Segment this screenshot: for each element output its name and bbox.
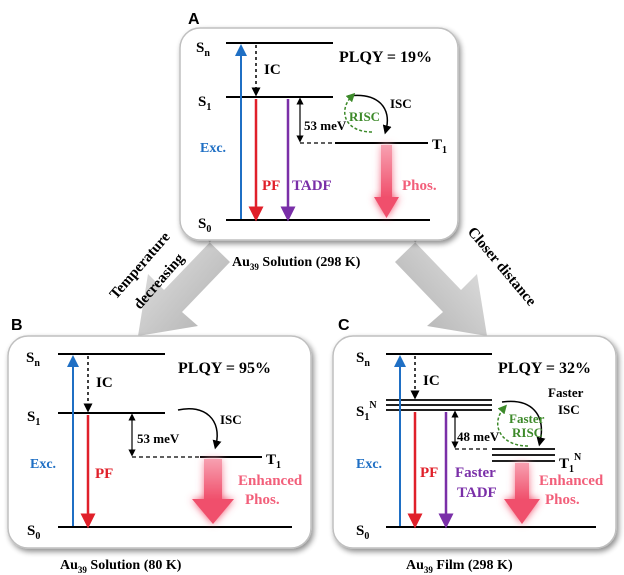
panel-c-plqy: PLQY = 32% (498, 360, 591, 377)
panel-c-gap-label: 48 meV (457, 429, 500, 444)
panel-a: A Sn S1 S0 T1 PLQY = 19% Exc. IC PF TADF… (179, 11, 459, 272)
panel-a-phos-label: Phos. (402, 178, 437, 194)
panel-b-phos-label-line1: Enhanced (238, 473, 303, 489)
panel-a-s0-label: S0 (198, 216, 211, 235)
temperature-decreasing-arrow (138, 228, 230, 336)
panel-a-isc-arrow (347, 94, 392, 135)
panel-c-letter: C (338, 317, 350, 334)
panel-c-pf-label: PF (420, 465, 438, 481)
panel-a-pf-label: PF (262, 178, 280, 194)
panel-a-sn-label: Sn (196, 40, 210, 59)
closer-distance-arrow (395, 228, 487, 336)
panel-c-phos-label-line2: Phos. (545, 492, 580, 508)
panel-b-ic-label: IC (96, 375, 113, 391)
panel-a-letter: A (188, 11, 200, 28)
panel-c-isc-label-line1: Faster (548, 385, 584, 400)
panel-c-box (332, 335, 617, 549)
panel-a-gap-label: 53 meV (304, 118, 347, 133)
panel-b-pf-label: PF (95, 466, 113, 482)
panel-c-isc-arrow (501, 400, 546, 447)
panel-b-caption: Au39 Solution (80 K) (60, 558, 182, 575)
panel-b-isc-arrow (177, 408, 222, 450)
panel-b-t1-label: T1 (266, 452, 281, 471)
panel-b-s0-label: S0 (27, 523, 40, 542)
panel-b: B Sn S1 S0 T1 PLQY = 95% Exc. IC PF 53 m… (7, 317, 312, 575)
panel-c-exc-label: Exc. (356, 457, 382, 472)
panel-a-phos-arrow (374, 145, 399, 218)
panel-a-ic-label: IC (264, 62, 281, 78)
panel-a-tadf-label: TADF (292, 178, 332, 194)
panel-c-risc-arrow (497, 404, 529, 447)
panel-b-phos-arrow (192, 459, 234, 524)
panel-a-t1-label: T1 (432, 137, 447, 156)
panel-c-sn-label: Sn (356, 350, 370, 369)
panel-a-risc-label: RISC (349, 109, 380, 124)
panel-c-phos-arrow (504, 463, 540, 524)
panel-b-gap-label: 53 meV (137, 431, 180, 446)
panel-b-isc-label: ISC (220, 412, 242, 427)
panel-c-s1-label: S1N (356, 400, 377, 423)
panel-c-tadf-label-line1: Faster (455, 465, 496, 481)
panel-c-t1-label: T1N (559, 452, 582, 475)
panel-c-isc-label-line2: ISC (558, 402, 580, 417)
panel-a-exc-label: Exc. (200, 141, 226, 156)
panel-b-s1-label: S1 (27, 409, 40, 428)
panel-a-s1-label: S1 (198, 94, 211, 113)
panel-b-phos-label-line2: Phos. (245, 492, 280, 508)
panel-c-ic-label: IC (423, 373, 440, 389)
panel-a-plqy: PLQY = 19% (339, 49, 432, 66)
panel-b-plqy: PLQY = 95% (178, 360, 271, 377)
panel-a-risc-arrow (343, 92, 373, 133)
panel-c-s0-label: S0 (356, 523, 369, 542)
panel-a-caption: Au39 Solution (298 K) (232, 255, 361, 272)
panel-b-sn-label: Sn (26, 350, 40, 369)
panel-a-isc-label: ISC (390, 96, 412, 111)
panel-b-exc-label: Exc. (30, 457, 56, 472)
panel-c-phos-label-line1: Enhanced (539, 473, 604, 489)
panel-c-risc-label-line2: RISC (512, 425, 543, 440)
panel-c: C Sn S1N S0 T1N PLQY = 32% Exc. IC PF Fa… (332, 317, 617, 575)
panel-b-letter: B (11, 317, 23, 334)
panel-c-caption: Au39 Film (298 K) (406, 558, 513, 575)
panel-b-box (7, 335, 312, 549)
panel-c-tadf-label-line2: TADF (457, 485, 497, 501)
panel-c-risc-label-line1: Faster (509, 411, 545, 426)
